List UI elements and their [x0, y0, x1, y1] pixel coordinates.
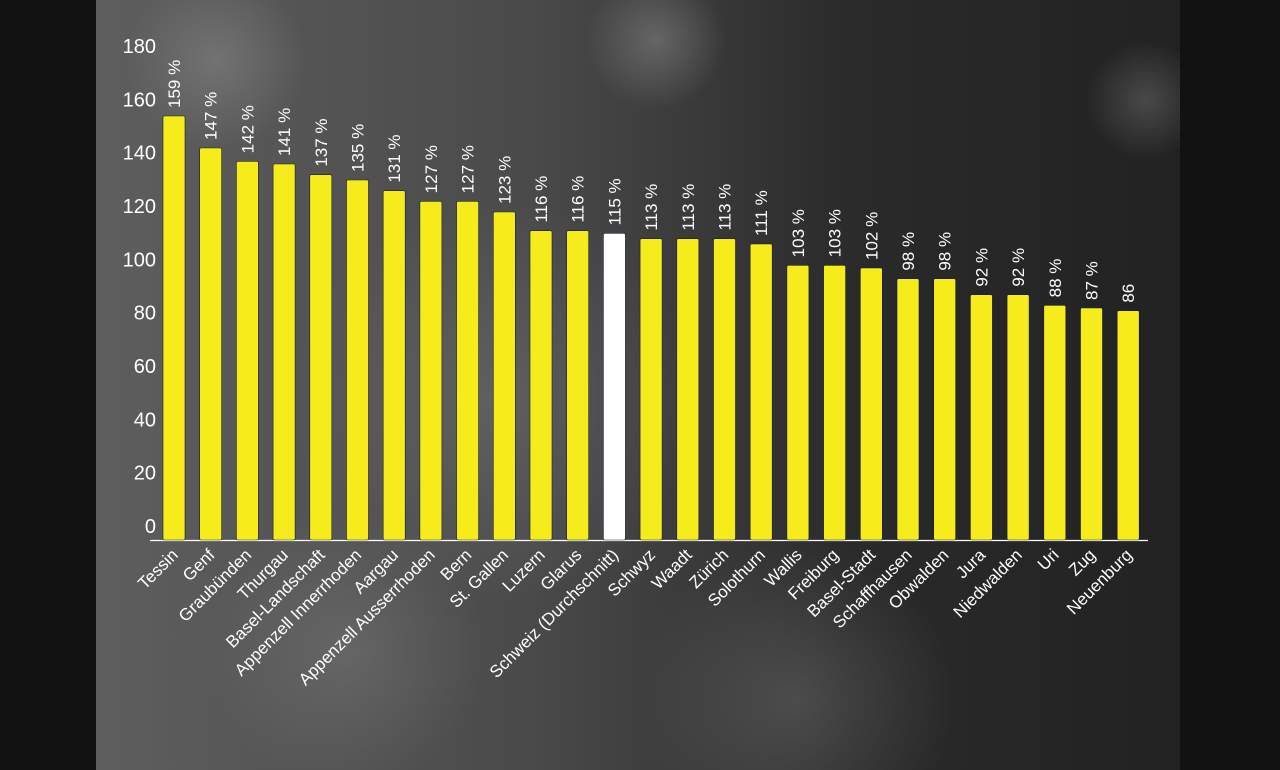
y-tick-label: 60	[134, 356, 156, 378]
y-tick-label: 160	[123, 89, 156, 111]
data-label: 127 %	[459, 145, 478, 193]
bar-19	[823, 265, 846, 541]
bar-20	[859, 267, 883, 541]
bar-12	[566, 230, 590, 541]
bar-22	[933, 278, 957, 541]
bar-10	[492, 211, 516, 541]
data-label: 98 %	[899, 232, 918, 271]
data-label: 123 %	[495, 156, 514, 204]
y-tick-label: 20	[134, 463, 156, 485]
y-tick-label: 80	[134, 303, 156, 325]
data-label: 103 %	[789, 209, 808, 257]
bar-27	[1116, 310, 1140, 541]
bar-17	[749, 243, 773, 541]
bar-8	[419, 201, 443, 541]
data-label: 103 %	[826, 209, 845, 257]
data-label: 116 %	[532, 176, 551, 223]
data-label: 137 %	[312, 118, 331, 166]
data-label: 92 %	[972, 248, 991, 287]
data-label: 113 %	[642, 184, 661, 231]
data-label: 113 %	[716, 184, 735, 231]
x-tick-label: Niedwalden	[950, 545, 1026, 621]
y-tick-label: 140	[123, 143, 156, 165]
bar-21	[896, 278, 920, 541]
data-label: 111 %	[752, 190, 771, 236]
data-label: 141 %	[275, 108, 294, 156]
bar-15	[676, 238, 700, 541]
bar-26	[1080, 307, 1103, 541]
y-tick-label: 180	[123, 36, 156, 58]
y-tick-label: 100	[123, 249, 156, 271]
data-label: 113 %	[679, 184, 698, 231]
y-tick-label: 0	[145, 516, 156, 538]
data-label: 142 %	[238, 105, 257, 153]
x-tick-label: Tessin	[134, 545, 182, 593]
data-label: 87 %	[1083, 261, 1102, 300]
data-label: 147 %	[202, 92, 221, 140]
x-tick-label: Waadt	[648, 545, 696, 593]
bar-7	[382, 190, 406, 541]
data-label: 159 %	[165, 60, 184, 108]
bar-13	[603, 233, 626, 541]
bar-5	[309, 174, 333, 541]
bar-24	[1006, 294, 1030, 541]
data-label: 98 %	[936, 232, 955, 271]
bar-11	[529, 230, 553, 541]
data-label: 135 %	[349, 124, 368, 172]
bar-2	[199, 147, 222, 541]
bar-9	[456, 201, 479, 541]
bar-6	[346, 179, 369, 541]
data-label: 131 %	[385, 134, 404, 182]
x-tick-label: Uri	[1034, 545, 1063, 574]
y-tick-label: 120	[123, 196, 156, 218]
bar-18	[786, 265, 810, 541]
bar-4	[272, 163, 296, 541]
data-label: 88 %	[1046, 259, 1065, 298]
bar-1	[162, 115, 186, 541]
data-label: 115 %	[605, 178, 624, 225]
data-label: 116 %	[569, 176, 588, 223]
bar-23	[970, 294, 993, 541]
data-label: 86	[1119, 284, 1138, 303]
bar-16	[713, 238, 736, 541]
bar-3	[236, 161, 259, 541]
y-tick-label: 40	[134, 409, 156, 431]
data-label: 92 %	[1009, 248, 1028, 287]
bar-14	[639, 238, 663, 541]
data-label: 102 %	[862, 212, 881, 260]
data-label: 127 %	[422, 145, 441, 193]
bar-25	[1043, 305, 1067, 541]
